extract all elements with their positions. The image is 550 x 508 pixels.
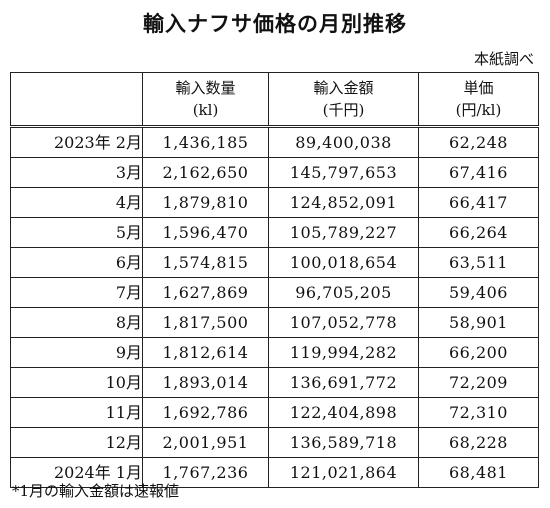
page-title: 輸入ナフサ価格の月別推移 (143, 12, 407, 36)
row-period: 11月 (10, 397, 143, 428)
row-amount: 136,589,718 (268, 427, 419, 458)
footnote: *1月の輸入金額は速報値 (12, 482, 180, 500)
row-period: 2023年 2月 (10, 126, 143, 158)
source-note: 本紙調べ (473, 50, 534, 68)
row-period: 9月 (10, 337, 143, 368)
table-row: 3月 2,162,650 145,797,653 67,416 (10, 157, 539, 188)
row-unit-price: 72,209 (418, 367, 539, 398)
header-quantity: 輸入数量 (kl) (142, 72, 269, 128)
header-amount-label: 輸入金額 (313, 79, 374, 97)
header-quantity-label: 輸入数量 (175, 79, 236, 97)
table-row: 2024年 1月 1,767,236 121,021,864 68,481 (10, 457, 539, 488)
row-quantity: 1,596,470 (142, 217, 269, 248)
row-unit-price: 68,228 (418, 427, 539, 458)
row-unit-price: 58,901 (418, 307, 539, 338)
row-amount: 107,052,778 (268, 307, 419, 338)
row-unit-price: 62,248 (418, 126, 539, 158)
row-amount: 89,400,038 (268, 126, 419, 158)
row-period: 12月 (10, 427, 143, 458)
row-amount: 122,404,898 (268, 397, 419, 428)
row-quantity: 1,817,500 (142, 307, 269, 338)
row-amount: 100,018,654 (268, 247, 419, 278)
row-amount: 119,994,282 (268, 337, 419, 368)
row-amount: 121,021,864 (268, 457, 419, 488)
row-quantity: 1,692,786 (142, 397, 269, 428)
header-period (10, 72, 143, 128)
header-amount-unit: (千円) (322, 101, 365, 119)
row-period: 3月 (10, 157, 143, 188)
row-unit-price: 66,417 (418, 187, 539, 218)
row-amount: 96,705,205 (268, 277, 419, 308)
row-amount: 145,797,653 (268, 157, 419, 188)
row-quantity: 1,436,185 (142, 126, 269, 158)
row-period: 5月 (10, 217, 143, 248)
row-quantity: 2,001,951 (142, 427, 269, 458)
row-period: 8月 (10, 307, 143, 338)
naphtha-price-table: 輸入数量 (kl) 輸入金額 (千円) 単価 (円/kl) 2023年 2月 1… (10, 72, 539, 488)
row-unit-price: 72,310 (418, 397, 539, 428)
row-unit-price: 68,481 (418, 457, 539, 488)
row-unit-price: 63,511 (418, 247, 539, 278)
row-period: 6月 (10, 247, 143, 278)
row-quantity: 1,574,815 (142, 247, 269, 278)
row-unit-price: 66,200 (418, 337, 539, 368)
header-unit-price-label: 単価 (463, 79, 494, 97)
row-amount: 124,852,091 (268, 187, 419, 218)
row-quantity: 1,627,869 (142, 277, 269, 308)
header-unit-price: 単価 (円/kl) (418, 72, 539, 128)
row-quantity: 1,767,236 (142, 457, 269, 488)
table-header-row: 輸入数量 (kl) 輸入金額 (千円) 単価 (円/kl) (10, 72, 539, 128)
row-quantity: 1,812,614 (142, 337, 269, 368)
row-quantity: 2,162,650 (142, 157, 269, 188)
row-unit-price: 59,406 (418, 277, 539, 308)
row-amount: 136,691,772 (268, 367, 419, 398)
row-period: 2024年 1月 (10, 457, 143, 488)
row-period: 7月 (10, 277, 143, 308)
table-row: 12月 2,001,951 136,589,718 68,228 (10, 427, 539, 458)
row-period: 10月 (10, 367, 143, 398)
header-amount: 輸入金額 (千円) (268, 72, 419, 128)
table-row: 6月 1,574,815 100,018,654 63,511 (10, 247, 539, 278)
table-row: 5月 1,596,470 105,789,227 66,264 (10, 217, 539, 248)
header-quantity-unit: (kl) (192, 101, 219, 119)
table-row: 10月 1,893,014 136,691,772 72,209 (10, 367, 539, 398)
header-unit-price-unit: (円/kl) (455, 101, 502, 119)
row-amount: 105,789,227 (268, 217, 419, 248)
table-row: 11月 1,692,786 122,404,898 72,310 (10, 397, 539, 428)
row-unit-price: 66,264 (418, 217, 539, 248)
row-quantity: 1,879,810 (142, 187, 269, 218)
table-row: 4月 1,879,810 124,852,091 66,417 (10, 187, 539, 218)
row-period: 4月 (10, 187, 143, 218)
table-row: 9月 1,812,614 119,994,282 66,200 (10, 337, 539, 368)
row-quantity: 1,893,014 (142, 367, 269, 398)
table-row: 2023年 2月 1,436,185 89,400,038 62,248 (10, 126, 539, 158)
row-unit-price: 67,416 (418, 157, 539, 188)
table-row: 7月 1,627,869 96,705,205 59,406 (10, 277, 539, 308)
table-row: 8月 1,817,500 107,052,778 58,901 (10, 307, 539, 338)
